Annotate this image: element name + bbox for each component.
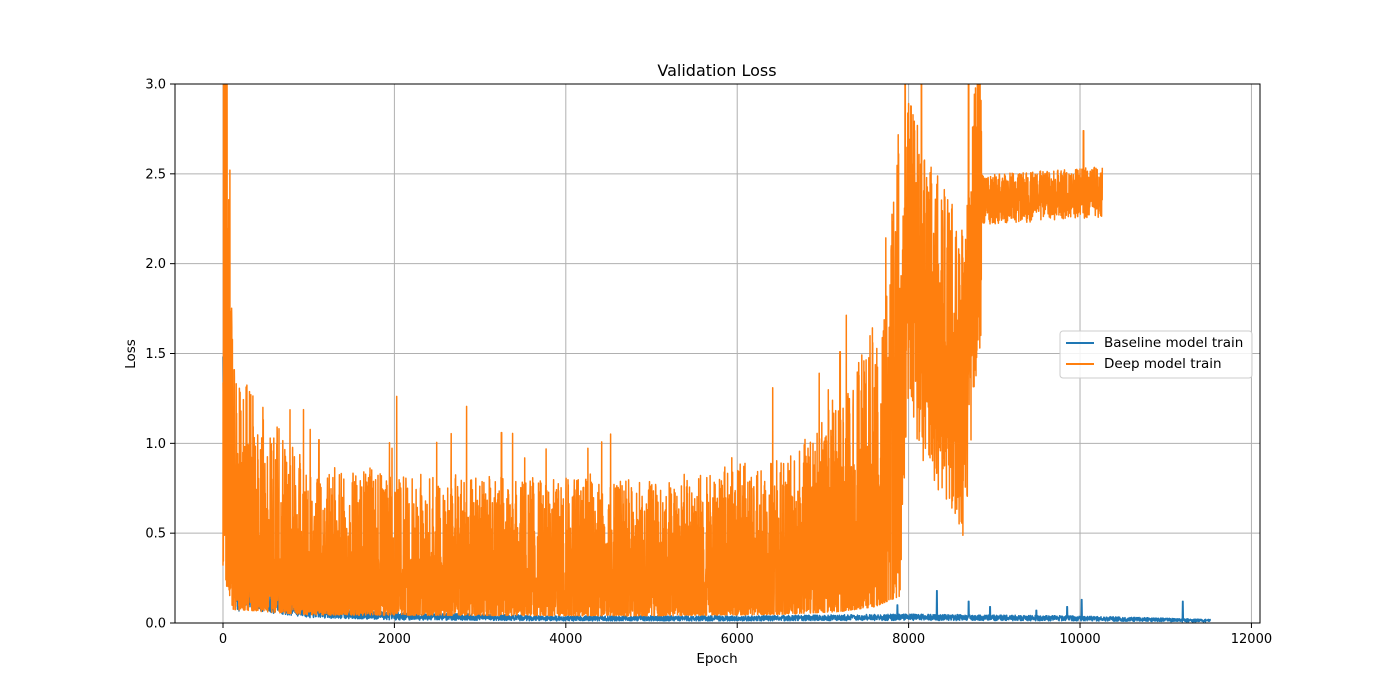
x-axis: 0 2000 4000 6000 8000 10000 12000 (219, 623, 1272, 647)
x-tick-label: 6000 (721, 632, 754, 647)
y-tick-label: 0.0 (145, 617, 166, 632)
y-tick-label: 0.5 (145, 527, 166, 542)
x-tick-label: 4000 (549, 632, 582, 647)
chart-title: Validation Loss (657, 61, 776, 80)
legend-box (1059, 330, 1253, 379)
legend: Baseline model train Deep model train (1059, 330, 1253, 379)
y-tick-label: 2.5 (145, 167, 166, 182)
x-axis-label: Epoch (696, 651, 737, 667)
y-axis: 0.0 0.5 1.0 1.5 2.0 2.5 3.0 (145, 78, 175, 632)
series-layer (222, 84, 1212, 623)
x-tick-label: 0 (219, 632, 227, 647)
x-tick-label: 10000 (1059, 632, 1100, 647)
x-tick-label: 8000 (892, 632, 925, 647)
y-tick-label: 2.0 (145, 257, 166, 272)
y-tick-label: 1.0 (145, 437, 166, 452)
legend-label-baseline: Baseline model train (1104, 335, 1243, 351)
x-tick-label: 2000 (378, 632, 411, 647)
y-tick-label: 1.5 (145, 347, 166, 362)
y-axis-label: Loss (123, 339, 139, 369)
legend-label-deep: Deep model train (1104, 356, 1222, 372)
deep-series-line (222, 84, 1104, 617)
y-tick-label: 3.0 (145, 78, 166, 93)
x-tick-label: 12000 (1231, 632, 1272, 647)
